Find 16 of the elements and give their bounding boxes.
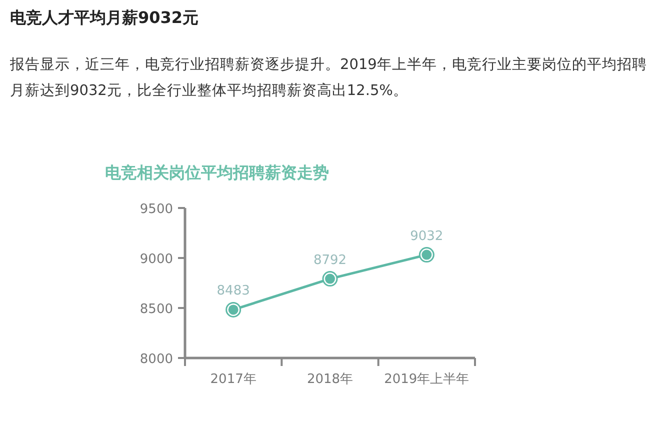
y-tick-label: 9500 xyxy=(140,202,173,217)
y-tick-label: 8000 xyxy=(140,352,173,367)
point xyxy=(418,247,434,263)
chart-subtitle: 报告显示，近三年，电竞行业招聘薪资逐步提升。2019年上半年，电竞行业主要岗位的平均招聘月薪达到9032元，比全行业整体平均招聘薪资高出12.5%。 xyxy=(10,56,648,101)
x-tick-label: 2019年上半年 xyxy=(384,372,470,387)
y-tick-label: 9000 xyxy=(140,252,173,267)
x-tick-label: 2017年 xyxy=(210,372,256,387)
point xyxy=(322,271,338,287)
point xyxy=(226,302,242,318)
chart-title: 电竞人才平均月薪9032元 xyxy=(10,8,199,29)
data-label: 9032 xyxy=(410,228,444,244)
text: 电竞相关岗位平均招聘薪资走势 xyxy=(105,163,329,182)
data-label: 8792 xyxy=(313,252,347,268)
data-label: 8483 xyxy=(216,284,250,299)
x-tick-label: 2018年 xyxy=(306,372,354,387)
y-tick-label: 8500 xyxy=(140,302,173,317)
